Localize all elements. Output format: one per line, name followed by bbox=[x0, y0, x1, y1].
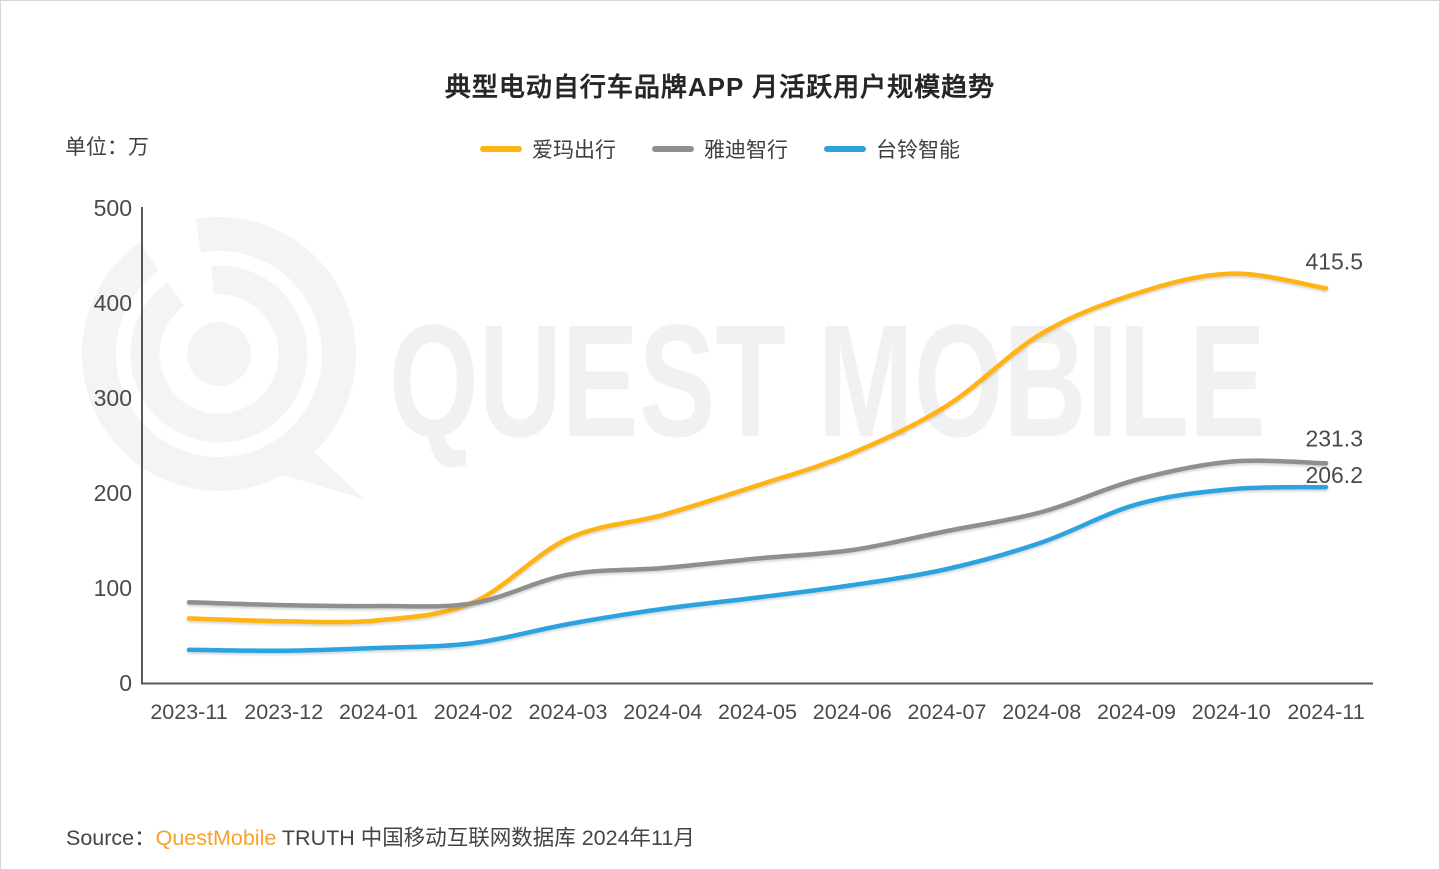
legend-marker-yadea bbox=[652, 146, 694, 152]
series-line-aima bbox=[186, 271, 1329, 625]
legend-label-tailg: 台铃智能 bbox=[876, 139, 960, 162]
legend-marker-aima bbox=[480, 146, 522, 152]
legend-label-aima: 爱玛出行 bbox=[532, 139, 616, 162]
source-brand: QuestMobile bbox=[155, 826, 277, 850]
x-tick-label-2024-11: 2024-11 bbox=[1287, 700, 1364, 724]
unit-label: 单位：万 bbox=[65, 136, 149, 159]
y-tick-label-500: 500 bbox=[94, 195, 132, 221]
source-line: Source：QuestMobile TRUTH 中国移动互联网数据库 2024… bbox=[66, 821, 695, 852]
x-tick-label-2024-03: 2024-03 bbox=[529, 700, 608, 724]
source-prefix: Source： bbox=[66, 826, 156, 850]
x-tick-label-2024-05: 2024-05 bbox=[718, 700, 797, 724]
x-tick-label-2024-06: 2024-06 bbox=[813, 700, 892, 724]
x-tick-label-2024-04: 2024-04 bbox=[623, 700, 702, 724]
x-tick-label-2024-10: 2024-10 bbox=[1192, 700, 1271, 724]
legend-marker-tailg bbox=[824, 146, 866, 152]
x-tick-label-2023-12: 2023-12 bbox=[244, 700, 323, 724]
x-tick-label-2023-11: 2023-11 bbox=[150, 700, 227, 724]
y-tick-label-400: 400 bbox=[94, 290, 132, 316]
page-title: 典型电动自行车品牌APP 月活跃用户规模趋势 bbox=[444, 72, 996, 102]
x-tick-label-2024-09: 2024-09 bbox=[1097, 700, 1176, 724]
legend-item-tailg: 台铃智能 bbox=[824, 134, 960, 164]
x-tick-label-2024-01: 2024-01 bbox=[339, 700, 418, 724]
series-line-tailg bbox=[186, 484, 1329, 654]
y-tick-label-100: 100 bbox=[94, 575, 132, 601]
x-tick-label-2024-08: 2024-08 bbox=[1002, 700, 1081, 724]
end-value-label-yadea: 231.3 bbox=[1305, 425, 1363, 451]
y-tick-label-0: 0 bbox=[119, 670, 132, 696]
end-value-label-tailg: 206.2 bbox=[1305, 462, 1363, 488]
series-line-yadea bbox=[186, 458, 1329, 609]
questmobile-text-watermark: QUEST MOBILE bbox=[389, 291, 1266, 470]
x-tick-label-2024-07: 2024-07 bbox=[908, 700, 987, 724]
legend: 爱玛出行 雅迪智行 台铃智能 bbox=[1, 134, 1439, 164]
source-suffix: TRUTH 中国移动互联网数据库 2024年11月 bbox=[276, 826, 695, 850]
legend-label-yadea: 雅迪智行 bbox=[704, 139, 788, 162]
y-tick-label-300: 300 bbox=[94, 385, 132, 411]
end-value-label-aima: 415.5 bbox=[1305, 248, 1363, 274]
x-tick-label-2024-02: 2024-02 bbox=[434, 700, 513, 724]
legend-item-aima: 爱玛出行 bbox=[480, 134, 616, 164]
y-tick-label-200: 200 bbox=[94, 480, 132, 506]
questmobile-logo-watermark bbox=[82, 217, 364, 499]
legend-item-yadea: 雅迪智行 bbox=[652, 134, 788, 164]
